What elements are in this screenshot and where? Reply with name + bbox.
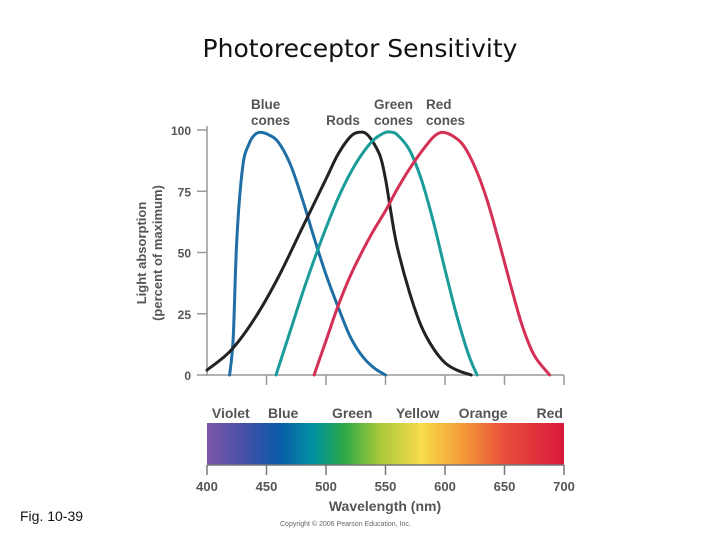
x-tick-label: 600 — [434, 479, 456, 494]
spectrum-band-label-red: Red — [536, 405, 562, 421]
spectrum-band-label-violet: Violet — [212, 405, 250, 421]
x-tick-label: 700 — [553, 479, 575, 494]
y-axis-label-line2: (percent of maximum) — [150, 185, 165, 321]
series-label-red-cones: cones — [426, 113, 465, 128]
series-label-green-cones: cones — [374, 113, 413, 128]
series-label-rods: Rods — [326, 113, 360, 128]
series-label-red-cones: Red — [426, 97, 452, 112]
x-axis-label: Wavelength (nm) — [329, 498, 441, 514]
series-line-red-cones — [312, 130, 552, 377]
slide-title: Photoreceptor Sensitivity — [202, 34, 518, 63]
y-tick-label: 0 — [184, 369, 191, 383]
x-tick-labels: 400 450 500 550 600 650 700 — [196, 479, 575, 494]
y-axis-label-line1: Light absorption — [134, 202, 149, 305]
spectrum-band-label-yellow: Yellow — [396, 405, 440, 421]
copyright-notice: Copyright © 2006 Pearson Education, Inc. — [280, 521, 411, 528]
y-axis-label: Light absorption (percent of maximum) — [134, 185, 165, 321]
series-line-blue-cones — [228, 130, 387, 377]
spectrum-bar: Violet Blue Green Yellow Orange Red — [206, 405, 565, 475]
spectrum-band-label-green: Green — [332, 405, 372, 421]
series-label-green-cones: Green — [374, 97, 413, 112]
series-line-green-cones — [274, 130, 479, 377]
spectrum-band-label-blue: Blue — [268, 405, 299, 421]
plot-series — [205, 130, 552, 377]
figure-label: Fig. 10-39 — [20, 508, 84, 524]
x-tick-label: 450 — [256, 479, 278, 494]
y-tick-label: 100 — [171, 124, 191, 138]
x-tick-label: 650 — [494, 479, 516, 494]
plot-axes: 0 25 50 75 100 — [171, 124, 565, 385]
y-tick-label: 75 — [178, 185, 192, 199]
y-tick-label: 25 — [178, 308, 192, 322]
series-label-blue-cones: Blue — [251, 97, 281, 112]
series-line-rods — [205, 130, 473, 377]
x-tick-label: 400 — [196, 479, 218, 494]
spectrum-gradient — [207, 423, 564, 465]
y-tick-label: 50 — [178, 247, 192, 261]
spectrum-band-label-orange: Orange — [459, 405, 508, 421]
x-tick-label: 500 — [315, 479, 337, 494]
series-label-blue-cones: cones — [251, 113, 290, 128]
x-tick-label: 550 — [375, 479, 397, 494]
